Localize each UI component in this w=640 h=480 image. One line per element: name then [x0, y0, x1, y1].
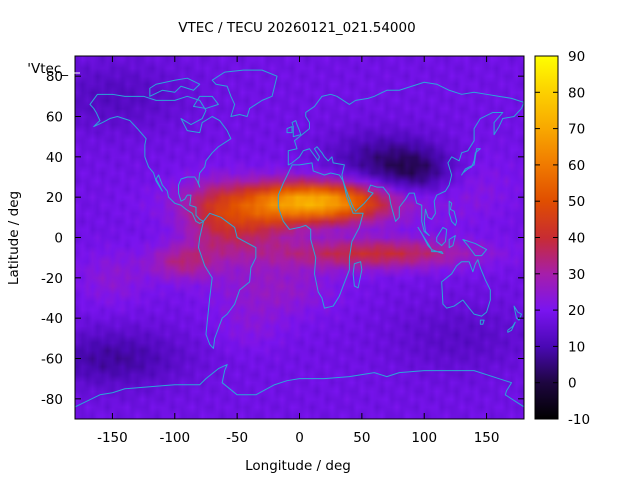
colorbar-tick-label: 60 [568, 158, 585, 174]
y-tick-label: 0 [54, 231, 63, 247]
series-key-label: 'Vtec_ [27, 61, 68, 77]
heatmap [75, 56, 524, 419]
y-tick-label: 20 [46, 190, 63, 206]
coastline-british-isles [287, 121, 301, 137]
x-tick-label: 150 [474, 430, 500, 446]
x-axis-ticks: -150 -100 -50 0 50 100 150 [97, 56, 499, 446]
coastline-philippines [449, 201, 456, 225]
coastline-japan [462, 149, 481, 175]
coastline-north-america [90, 94, 231, 223]
colorbar-tick-label: 70 [568, 122, 585, 138]
colorbar-tick-label: 20 [568, 303, 585, 319]
colorbar-tick-label: 90 [568, 49, 585, 65]
colorbar-tick-label: 80 [568, 85, 585, 101]
coastlines [75, 70, 524, 407]
y-tick-label: -80 [41, 392, 63, 408]
y-axis-ticks: -80 -60 -40 -20 0 20 40 60 80 [41, 69, 524, 408]
y-axis-label: Latitude / deg [6, 191, 22, 285]
y-tick-label: 60 [46, 110, 63, 126]
y-tick-label: 40 [46, 150, 63, 166]
x-tick-label: -150 [97, 430, 128, 446]
colorbar-tick-label: 40 [568, 231, 585, 247]
coastline-australia [442, 260, 491, 325]
x-axis-label: Longitude / deg [245, 458, 351, 474]
colorbar-tick-label: -10 [568, 412, 590, 428]
coastline-arctic-islands [150, 78, 219, 108]
vtec-heatmap-image [75, 56, 524, 419]
colorbar-tick-label: 30 [568, 267, 585, 283]
y-tick-label: -40 [41, 311, 63, 327]
coastline-greenland [212, 70, 277, 116]
coastline-new-zealand [508, 306, 522, 332]
colorbar-tick-label: 10 [568, 339, 585, 355]
coastline-south-america [198, 213, 255, 348]
x-tick-label: 100 [411, 430, 437, 446]
y-tick-label: -60 [41, 352, 63, 368]
y-tick-label: -20 [41, 271, 63, 287]
x-tick-label: -50 [226, 430, 248, 446]
y-tick-label: 80 [46, 69, 63, 85]
coastline-madagascar [353, 262, 362, 288]
colorbar-ticks: -10 0 10 20 30 40 50 60 70 80 90 [535, 49, 590, 428]
x-tick-label: -100 [159, 430, 190, 446]
chart-title: VTEC / TECU 20260121_021.54000 [178, 20, 415, 36]
colorbar-tick-label: 50 [568, 194, 585, 210]
x-tick-label: 0 [295, 430, 304, 446]
colorbar-tick-label: 0 [568, 376, 577, 392]
coastline-eurasia [288, 82, 524, 235]
coastline-antarctica [75, 365, 524, 407]
coastline-indonesia [418, 227, 487, 255]
x-tick-label: 50 [353, 430, 370, 446]
coastline-africa [278, 163, 363, 308]
